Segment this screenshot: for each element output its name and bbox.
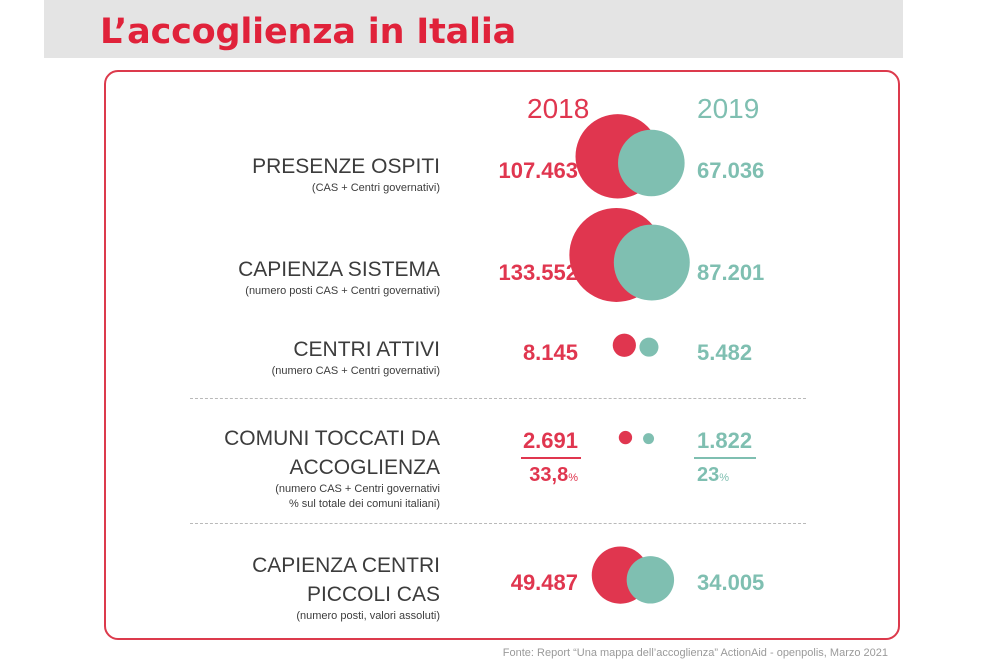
- row-comuni-pct-2018-value: 33,8: [529, 464, 569, 486]
- row-piccoli-title-line1: CAPIENZA CENTRI: [252, 554, 440, 577]
- infographic-card: [104, 70, 900, 640]
- row-presenze-label: PRESENZE OSPITI (CAS + Centri governativ…: [252, 152, 440, 196]
- row-centri-subtitle: (numero CAS + Centri governativi): [271, 365, 440, 377]
- title-band: [44, 0, 903, 58]
- row-capienza-subtitle: (numero posti CAS + Centri governativi): [245, 285, 440, 297]
- bubble-2019-capienza: [613, 224, 690, 301]
- row-capienza-value-2019: 87.201: [697, 260, 765, 285]
- row-presenze-subtitle: (CAS + Centri governativi): [311, 182, 440, 194]
- row-comuni-pct-2018-unit: %: [568, 472, 578, 484]
- row-piccoli-label: CAPIENZA CENTRI PICCOLI CAS (numero post…: [252, 551, 440, 624]
- row-presenze-title: PRESENZE OSPITI: [252, 155, 440, 178]
- row-comuni-pct-2018: 33,8%: [529, 464, 578, 487]
- row-comuni-divider-2018: [521, 457, 581, 459]
- bubble-2019-presenze: [618, 129, 685, 197]
- bubble-2018-comuni: [618, 430, 633, 445]
- source-note: Fonte: Report “Una mappa dell’accoglienz…: [502, 647, 888, 659]
- row-comuni-subtitle-line2: % sul totale dei comuni italiani): [288, 498, 440, 510]
- row-centri-label: CENTRI ATTIVI (numero CAS + Centri gover…: [272, 335, 440, 379]
- bubble-2019-comuni: [643, 433, 655, 445]
- row-comuni-pct-2019: 23%: [697, 464, 729, 487]
- row-comuni-title-line2: ACCOGLIENZA: [289, 456, 440, 479]
- row-piccoli-subtitle: (numero posti, valori assoluti): [296, 610, 440, 622]
- row-comuni-value-2019: 1.822: [697, 428, 753, 453]
- row-centri-value-2018: 8.145: [522, 340, 578, 365]
- row-capienza-value-2018: 133.552: [498, 260, 578, 285]
- row-separator: [190, 523, 806, 524]
- bubble-2018-centri: [612, 333, 636, 357]
- row-piccoli-title-line2: PICCOLI CAS: [306, 583, 440, 606]
- row-presenze-value-2018: 107.463: [498, 158, 578, 183]
- row-comuni-divider-2019: [694, 457, 756, 459]
- bubble-2019-centri: [639, 337, 659, 357]
- row-piccoli-value-2019: 34.005: [697, 570, 765, 595]
- bubble-2019-piccoli: [626, 556, 675, 604]
- row-comuni-subtitle-line1: (numero CAS + Centri governativi: [275, 483, 440, 495]
- year-2019-header: 2019: [697, 93, 760, 124]
- row-comuni-value-2018: 2.691: [522, 428, 578, 453]
- row-centri-value-2019: 5.482: [697, 340, 753, 365]
- row-comuni-pct-2019-unit: %: [719, 472, 730, 484]
- row-capienza-label: CAPIENZA SISTEMA (numero posti CAS + Cen…: [238, 255, 440, 299]
- page-title: L’accoglienza in Italia: [100, 12, 517, 52]
- row-capienza-title: CAPIENZA SISTEMA: [238, 258, 440, 281]
- row-centri-title: CENTRI ATTIVI: [293, 338, 440, 361]
- year-2018-header: 2018: [527, 93, 590, 124]
- row-comuni-title-line1: COMUNI TOCCATI DA: [224, 427, 440, 450]
- row-piccoli-value-2018: 49.487: [510, 570, 578, 595]
- row-comuni-pct-2019-value: 23: [697, 464, 720, 486]
- row-presenze-value-2019: 67.036: [697, 158, 765, 183]
- row-separator: [190, 398, 806, 399]
- row-comuni-label: COMUNI TOCCATI DA ACCOGLIENZA (numero CA…: [224, 424, 440, 512]
